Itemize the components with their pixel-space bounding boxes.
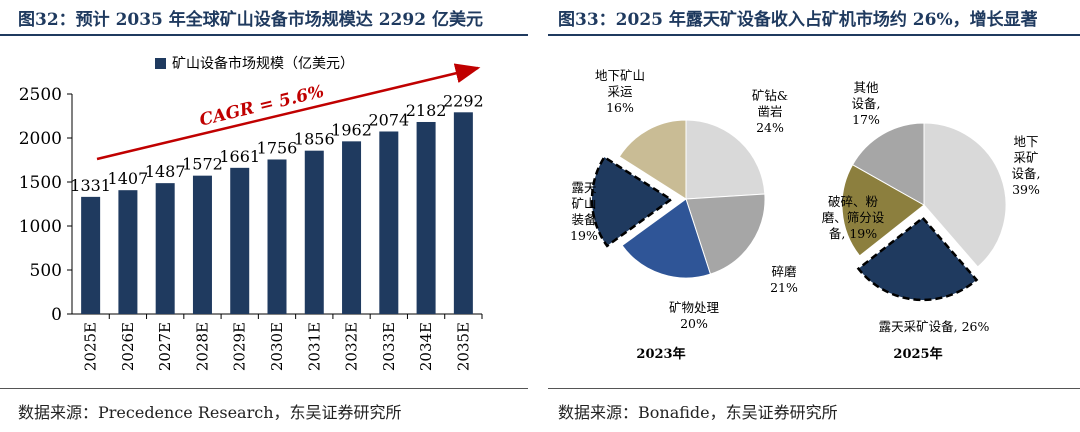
bar-value-label: 1331 — [70, 176, 111, 195]
pie-label-line: 采矿 — [1013, 150, 1038, 165]
pie-label-line: 采运 — [607, 84, 633, 99]
pie-slice — [685, 193, 766, 275]
pie-label-line: 设备, — [852, 96, 881, 111]
pie-label-line: 露天采矿设备, 26% — [879, 319, 990, 334]
bar — [416, 121, 436, 314]
pie-slice — [618, 119, 687, 200]
bar-chart: 0 500 1000 1500 2000 2500 矿山设备市场规模（亿美元） 1331 202… — [19, 55, 484, 371]
cagr-label: CAGR = 5.6% — [198, 82, 326, 131]
bar-value-label: 2074 — [368, 110, 409, 129]
right-source: 数据来源：Bonafide，东吴证券研究所 — [548, 388, 1080, 432]
x-tick-label: 2026E — [119, 322, 137, 371]
y-tick-label: 0 — [51, 305, 62, 325]
bar — [342, 141, 362, 314]
x-tick-label: 2027E — [156, 322, 174, 371]
pie-label-line: 矿钻& — [752, 88, 788, 103]
pie-label-line: 碎磨 — [771, 264, 797, 279]
bar — [230, 167, 250, 314]
pie-slice — [851, 122, 925, 206]
x-tick-label: 2028E — [193, 322, 211, 371]
right-figure-title: 图33：2025 年露天矿设备收入占矿机市场约 26%，增长显著 — [548, 0, 1080, 36]
pie-label-line: 凿岩 — [757, 104, 782, 119]
x-tick-label: 2025E — [82, 322, 100, 371]
bar-value-label: 1487 — [145, 162, 186, 181]
pie-label-pct: 24% — [756, 120, 784, 135]
y-tick-label: 2000 — [19, 129, 62, 149]
pie-label-line: 矿物处理 — [669, 300, 720, 315]
legend-label: 矿山设备市场规模（亿美元） — [172, 55, 354, 72]
y-tick-label: 1500 — [19, 173, 62, 193]
y-tick-label: 1000 — [19, 217, 62, 237]
bar-value-label: 1856 — [294, 130, 335, 149]
pie-slice — [923, 122, 1007, 268]
bar — [304, 150, 324, 314]
pie-label-line: 地下矿山 — [595, 68, 645, 83]
bar-value-label: 1407 — [108, 169, 149, 188]
x-tick-label: 2031E — [305, 322, 323, 371]
bar-value-label: 1661 — [219, 147, 260, 166]
legend-swatch — [155, 58, 166, 69]
bar-value-label: 2292 — [443, 91, 484, 110]
pie-label-line: 矿山 — [571, 196, 596, 211]
pie-label-pct: 16% — [606, 100, 634, 115]
pie-slice — [856, 216, 979, 302]
pie-slice — [590, 155, 674, 248]
pie-label-line: 磨、筛分设 — [822, 210, 885, 225]
left-panel: 图32：预计 2035 年全球矿山设备市场规模达 2292 亿美元 0 500 10… — [0, 0, 528, 431]
pie-label-line: 备, 19% — [829, 226, 877, 241]
x-tick-label: 2029E — [231, 322, 249, 371]
x-tick-label: 2033E — [380, 322, 398, 371]
pie-label-line: 破碎、粉 — [828, 194, 879, 209]
bar — [118, 190, 138, 314]
pie-label-pct: 20% — [680, 316, 708, 331]
pie-slice — [621, 198, 712, 279]
pie-label-pct: 19% — [570, 228, 598, 243]
bar-value-label: 1572 — [182, 155, 223, 174]
x-tick-label: 2035E — [454, 322, 472, 371]
pie-charts: 矿钻&凿岩24%碎磨21%矿物处理20%露天矿山装备19%地下矿山采运16%20… — [570, 68, 1041, 362]
pie-label-line: 地下 — [1013, 134, 1038, 149]
pie-slice-label: 露天采矿设备, 26% — [879, 319, 990, 334]
bar — [267, 159, 287, 314]
right-panel: 图33：2025 年露天矿设备收入占矿机市场约 26%，增长显著 矿钻& 凿岩 24… — [548, 0, 1080, 431]
y-tick-label: 500 — [30, 261, 62, 281]
pie-label-line: 露天 — [571, 180, 597, 195]
bar-value-label: 1962 — [331, 120, 372, 139]
x-tick-label: 2030E — [268, 322, 286, 371]
bar-value-label: 1756 — [257, 138, 298, 157]
pie-label-line: 设备, — [1012, 166, 1041, 181]
x-tick-label: 2034E — [417, 322, 435, 371]
bar — [81, 196, 101, 314]
pie-label-pct: 39% — [1012, 182, 1040, 197]
bar — [192, 175, 212, 314]
bar — [453, 112, 473, 314]
cagr-arrow — [96, 63, 481, 161]
pie-slice — [841, 164, 925, 257]
pie-year-label: 2025年 — [893, 346, 942, 362]
left-figure-title: 图32：预计 2035 年全球矿山设备市场规模达 2292 亿美元 — [0, 0, 528, 36]
x-tick-label: 2032E — [343, 322, 361, 371]
pie-label-pct: 17% — [852, 112, 880, 127]
left-source: 数据来源：Precedence Research，东吴证券研究所 — [0, 388, 528, 432]
pie-label-line: 其他 — [853, 80, 879, 95]
pie-label-line: 装备 — [571, 212, 597, 227]
bar-value-label: 2182 — [406, 101, 447, 120]
pie-year-label: 2023年 — [636, 346, 685, 362]
bar — [155, 183, 175, 314]
y-tick-label: 2500 — [19, 85, 62, 105]
pie-label-pct: 21% — [770, 280, 798, 295]
pie-slice — [685, 119, 766, 200]
bar — [379, 131, 399, 314]
